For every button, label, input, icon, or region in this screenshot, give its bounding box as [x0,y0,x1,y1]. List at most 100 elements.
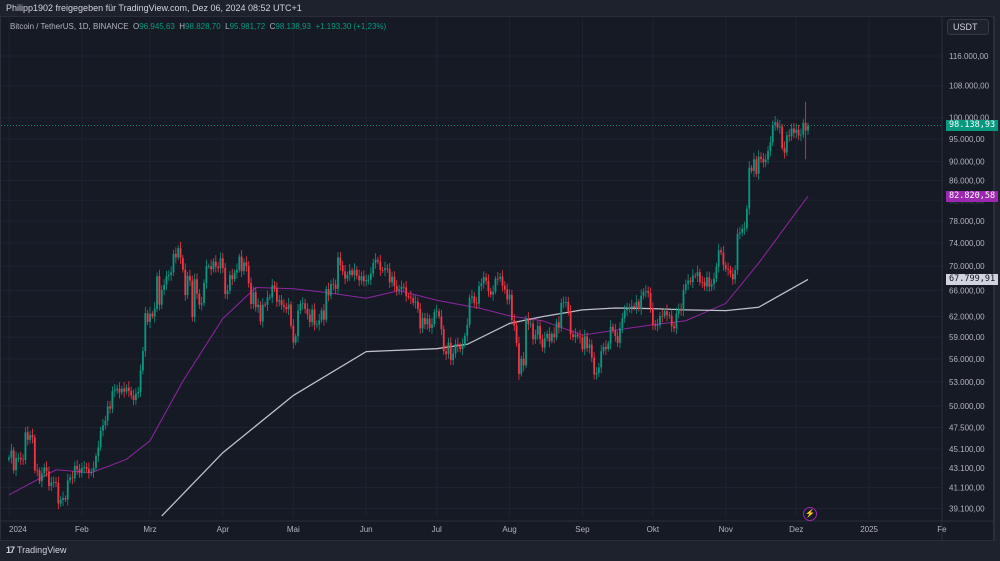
candle [445,345,447,360]
candle [52,476,55,488]
candle-body [572,334,574,338]
candle [125,384,128,395]
candle [402,282,405,291]
candle [600,344,603,374]
candle [647,286,650,298]
candle [738,226,741,240]
candle [762,153,765,168]
candle [727,262,729,276]
candle [748,161,751,215]
candle-body [29,435,32,440]
candle [788,129,791,142]
candle-body [233,272,236,280]
y-tick-label: 59.000,00 [949,333,985,342]
candle-body [55,482,57,483]
candle-body [687,280,690,285]
candle [597,362,600,378]
candle-body [261,304,264,322]
candle-body [621,318,624,329]
candle-body [62,498,64,500]
share-caption: Philipp1902 freigegeben für TradingView.… [6,3,302,13]
candle-body [259,304,262,322]
tradingview-branding[interactable]: 17 TradingView [6,545,67,555]
candle [135,388,137,405]
candle-body [290,304,292,326]
candle [186,271,189,299]
candle [684,279,687,295]
candle [85,462,88,473]
candle [139,364,142,398]
candle [167,270,170,281]
candle [701,275,704,288]
open-label: O [133,22,140,31]
candle [720,247,722,256]
candle-body [174,253,177,258]
candle [424,312,426,329]
candle [605,340,607,356]
candle [583,329,586,356]
candle-body [612,326,614,331]
candle [231,268,234,286]
candle-body [532,323,534,340]
candle-body [116,388,118,391]
candle-body [565,301,567,303]
candle [536,320,539,340]
symbol-name[interactable]: Bitcoin / TetherUS, 1D, BINANCE [10,22,129,31]
tradingview-logo-icon: 17 [6,545,15,555]
candle [459,342,462,353]
candle-body [689,280,692,282]
candle-body [45,467,48,472]
candle-body [628,307,631,309]
candle [109,400,111,414]
ma-long-line [161,278,809,517]
candle-body [593,357,596,375]
candle [332,278,335,291]
y-tick-label: 50.000,00 [949,402,985,411]
candle-body [10,450,13,458]
change-value: +1.193,30 (+1,23%) [315,22,387,31]
candle [409,290,412,305]
candle [339,251,342,271]
candle-body [200,303,203,305]
candle-body [736,233,739,270]
candle-body [358,275,361,281]
candle-body [250,283,252,304]
candle [379,254,382,276]
candle-body [292,325,295,343]
candle [156,272,158,313]
candle-body [287,304,290,310]
y-tick-label: 39.100,00 [949,504,985,513]
candle-body [724,264,727,270]
candle [562,296,565,309]
candle [682,284,685,317]
candle [717,243,720,273]
candle-body [102,425,104,431]
x-tick-label: Feb [75,525,89,534]
candle [635,295,638,314]
candle-body [325,289,328,320]
candle [120,385,123,396]
lightning-icon[interactable]: ⚡ [803,507,817,521]
candle-body [41,473,43,482]
candle-body [240,256,243,272]
candle-body [43,467,46,474]
candle-body [518,343,520,374]
candle-body [762,158,765,163]
candle-body [151,313,154,317]
candle-body [344,271,346,279]
candle [59,496,62,507]
candle [680,303,682,316]
candle-body [388,269,391,283]
candle [294,333,297,346]
candle [755,155,758,177]
candle-body [623,310,626,319]
candle-body [706,277,708,287]
y-tick-label: 116.000,00 [949,52,989,61]
candle-body [440,316,443,330]
currency-button[interactable]: USDT [947,19,989,35]
candle-body [224,267,227,295]
candle-body [485,277,487,281]
candle [19,451,22,465]
candle-body [492,291,494,295]
